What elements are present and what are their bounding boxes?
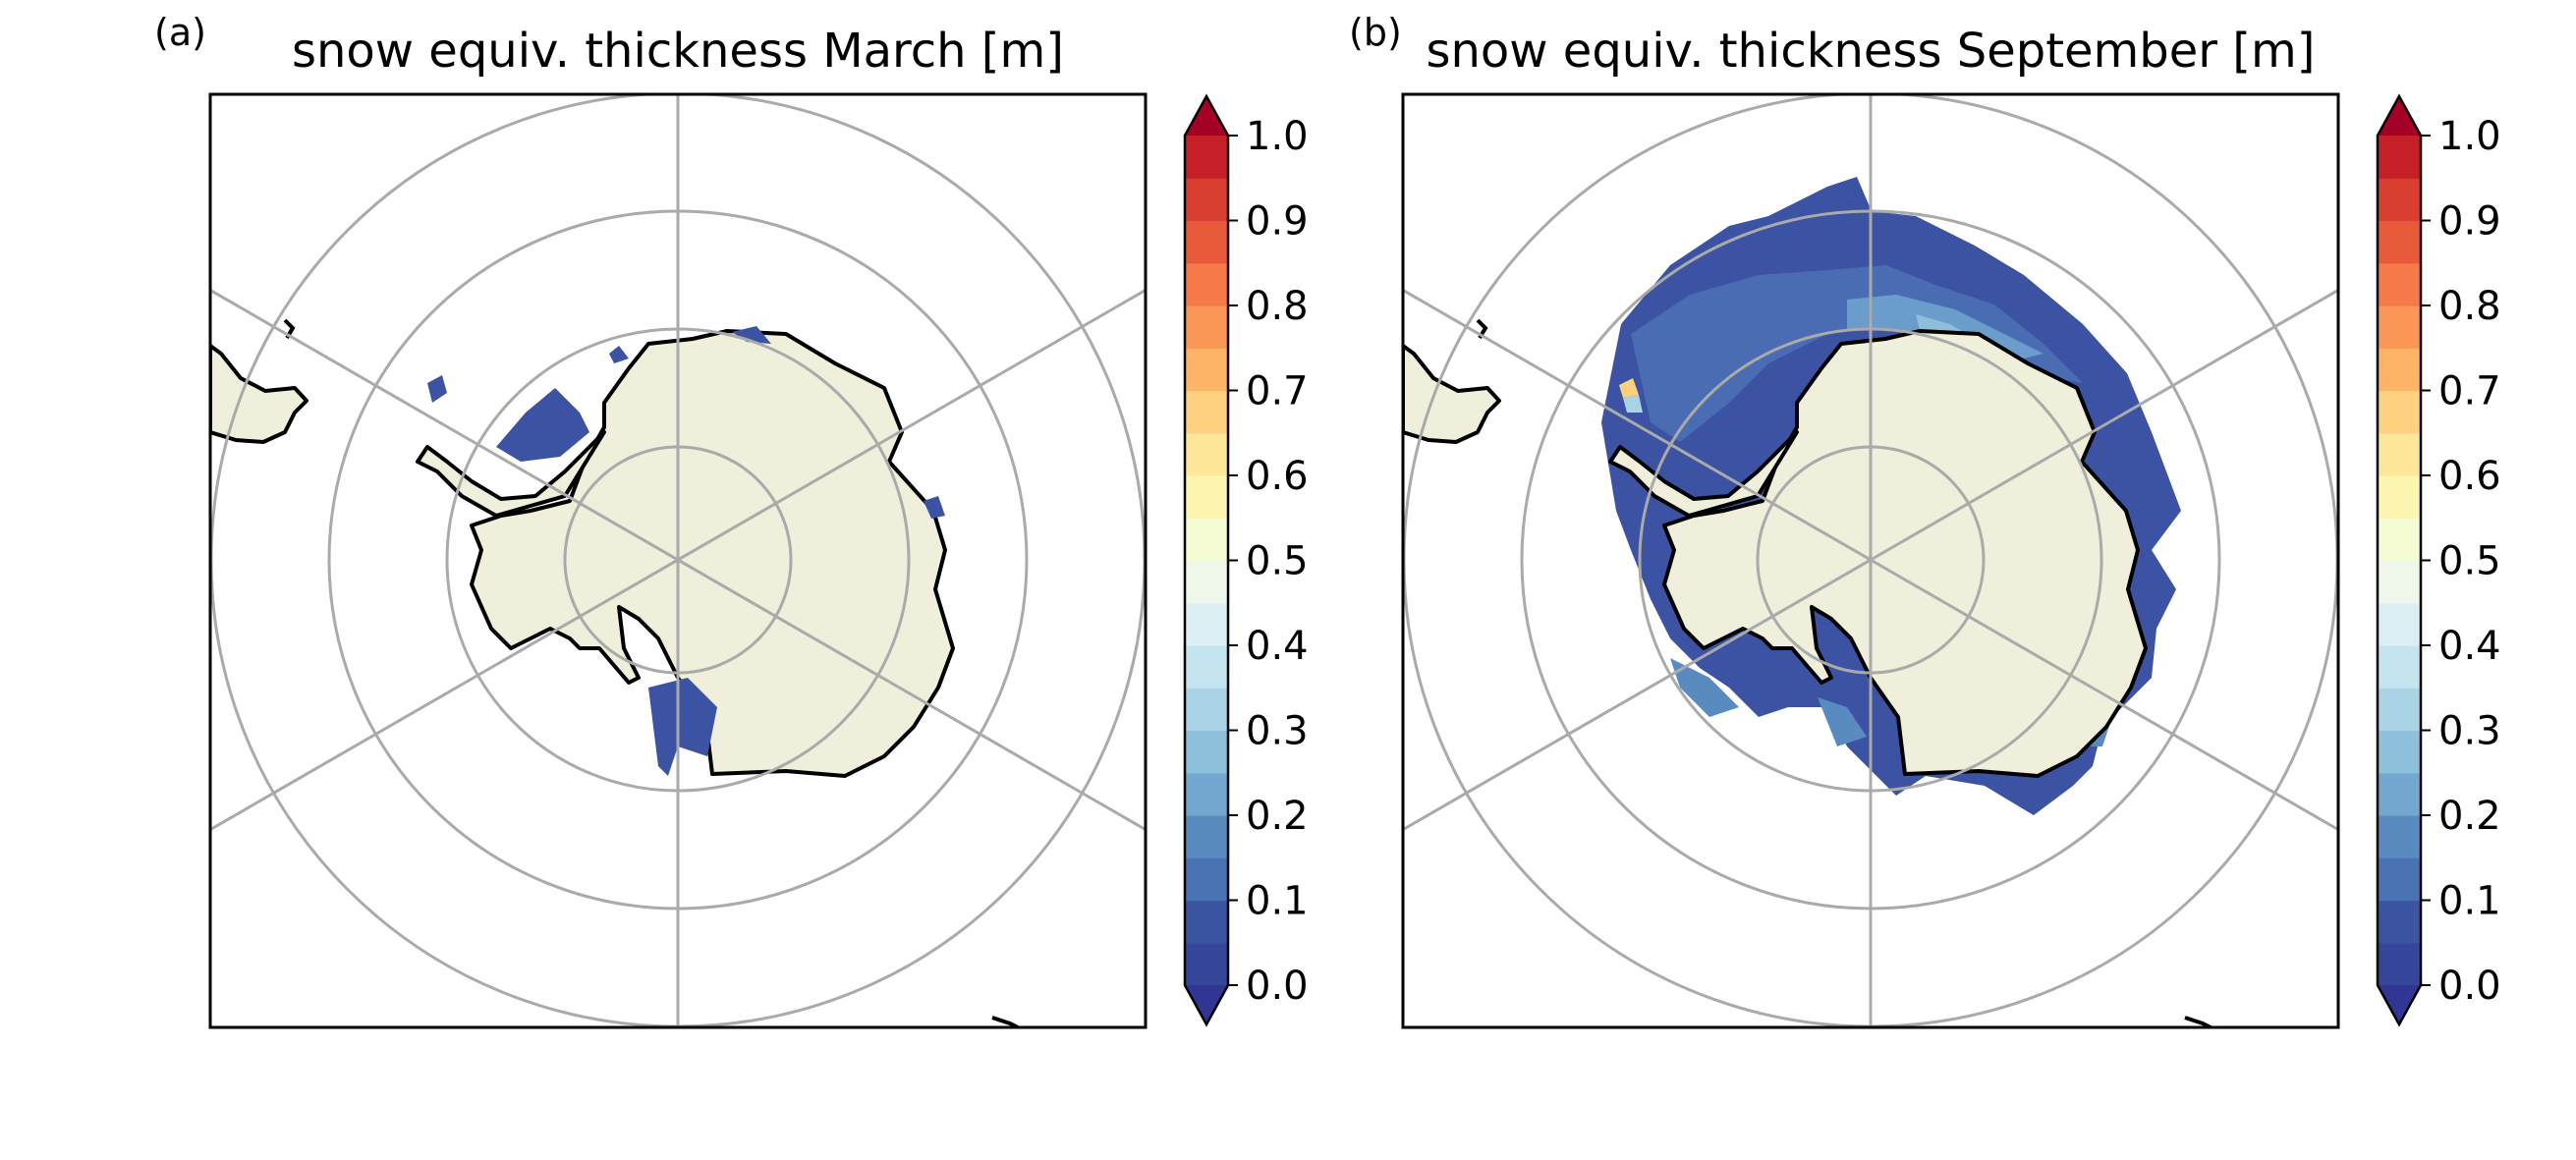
colorbar-b-extend-max [2378, 96, 2421, 136]
panel-a-title: snow equiv. thickness March [m] [292, 24, 1064, 79]
colorbar-a-level-19 [1185, 136, 1228, 179]
colorbar-b-level-3 [2378, 815, 2421, 858]
colorbar-a-level-11 [1185, 475, 1228, 519]
colorbar-b: 0.0 0.1 0.2 0.3 0.4 0.5 0.6 0.7 0.8 0.9 1.0 [2376, 93, 2501, 1027]
colorbar-b-level-1 [2378, 900, 2421, 944]
colorbar-b-level-11 [2378, 475, 2421, 519]
colorbar-a-level-3 [1185, 815, 1228, 858]
colorbar-a-level-0 [1185, 942, 1228, 986]
colorbar-a-level-6 [1185, 688, 1228, 732]
colorbar-b-tick-label: 0.0 [2438, 964, 2501, 1009]
colorbar-b-tick-label: 0.3 [2438, 709, 2501, 754]
panel-b-title: snow equiv. thickness September [m] [1426, 24, 2315, 79]
map-a [210, 94, 1146, 1027]
snow-thickness-march [427, 326, 945, 776]
colorbar-a-tick-label: 0.3 [1246, 709, 1309, 754]
colorbar-b-tick-label: 0.5 [2438, 539, 2501, 584]
colorbar-b-level-15 [2378, 305, 2421, 349]
colorbar-b-extend-min [2378, 985, 2421, 1024]
colorbar-b-level-2 [2378, 857, 2421, 902]
colorbar-a: 0.0 0.1 0.2 0.3 0.4 0.5 0.6 0.7 0.8 0.9 1.0 [1183, 93, 1309, 1027]
colorbar-b-tick-label: 0.9 [2438, 199, 2501, 245]
colorbar-a-level-18 [1185, 178, 1228, 222]
panel-a: (a) snow equiv. thickness March [m] [154, 11, 1148, 1029]
colorbar-a-level-12 [1185, 432, 1228, 476]
colorbar-a-extend-min [1185, 985, 1228, 1024]
colorbar-b-level-7 [2378, 645, 2421, 689]
colorbar-b-level-16 [2378, 262, 2421, 306]
colorbar-a-level-2 [1185, 857, 1228, 902]
colorbar-a-tick-label: 0.8 [1246, 284, 1309, 329]
colorbar-a-level-14 [1185, 348, 1228, 392]
colorbar-b-tick-label: 0.2 [2438, 794, 2501, 839]
colorbar-a-tick-label: 0.0 [1246, 964, 1309, 1009]
colorbar-a-tick-label: 0.2 [1246, 794, 1309, 839]
panel-b: (b) snow equiv. thickness September [m] [1349, 11, 2340, 1029]
colorbar-a-level-5 [1185, 730, 1228, 774]
colorbar-b-level-12 [2378, 432, 2421, 476]
colorbar-a-level-16 [1185, 262, 1228, 306]
colorbar-a-level-15 [1185, 305, 1228, 349]
colorbar-a-level-17 [1185, 220, 1228, 264]
colorbar-b-tick-label: 0.4 [2438, 624, 2501, 669]
panel-b-letter: (b) [1349, 11, 1402, 54]
colorbar-b-level-8 [2378, 602, 2421, 646]
colorbar-b-tick-label: 0.7 [2438, 369, 2501, 414]
colorbar-b-level-19 [2378, 136, 2421, 179]
panel-a-letter: (a) [154, 11, 206, 54]
colorbar-a-level-8 [1185, 602, 1228, 646]
map-b-frame [1401, 92, 2340, 1029]
colorbar-b-level-17 [2378, 220, 2421, 264]
colorbar-b-level-10 [2378, 518, 2421, 562]
colorbar-b-tick-label: 0.6 [2438, 454, 2501, 499]
colorbar-a-tick-label: 1.0 [1246, 114, 1309, 159]
colorbar-b-tick-label: 1.0 [2438, 114, 2501, 159]
colorbar-a-tick-label: 0.9 [1246, 199, 1309, 245]
colorbar-b-level-4 [2378, 772, 2421, 816]
colorbar-a-tick-label: 0.1 [1246, 879, 1309, 924]
map-b [1403, 94, 2338, 1027]
colorbar-a-level-10 [1185, 518, 1228, 562]
colorbar-b-level-5 [2378, 730, 2421, 774]
colorbar-a-level-4 [1185, 772, 1228, 816]
colorbar-a-level-1 [1185, 900, 1228, 944]
colorbar-b-level-13 [2378, 390, 2421, 434]
colorbar-a-extend-max [1185, 96, 1228, 136]
antarctic-peninsula-b [1608, 430, 1799, 518]
colorbar-b-tick-label: 0.1 [2438, 879, 2501, 924]
colorbar-a-level-7 [1185, 645, 1228, 689]
colorbar-a-level-9 [1185, 560, 1228, 604]
colorbar-b-tick-label: 0.8 [2438, 284, 2501, 329]
map-a-frame [208, 92, 1148, 1029]
antarctic-peninsula [416, 430, 606, 518]
colorbar-a-tick-label: 0.6 [1246, 454, 1309, 499]
colorbar-a-tick-label: 0.4 [1246, 624, 1309, 669]
colorbar-b-level-9 [2378, 560, 2421, 604]
colorbar-b-level-18 [2378, 178, 2421, 222]
colorbar-a-tick-label: 0.7 [1246, 369, 1309, 414]
colorbar-b-level-0 [2378, 942, 2421, 986]
colorbar-b-level-14 [2378, 348, 2421, 392]
colorbar-a-tick-label: 0.5 [1246, 539, 1309, 584]
colorbar-b-level-6 [2378, 688, 2421, 732]
colorbar-a-level-13 [1185, 390, 1228, 434]
